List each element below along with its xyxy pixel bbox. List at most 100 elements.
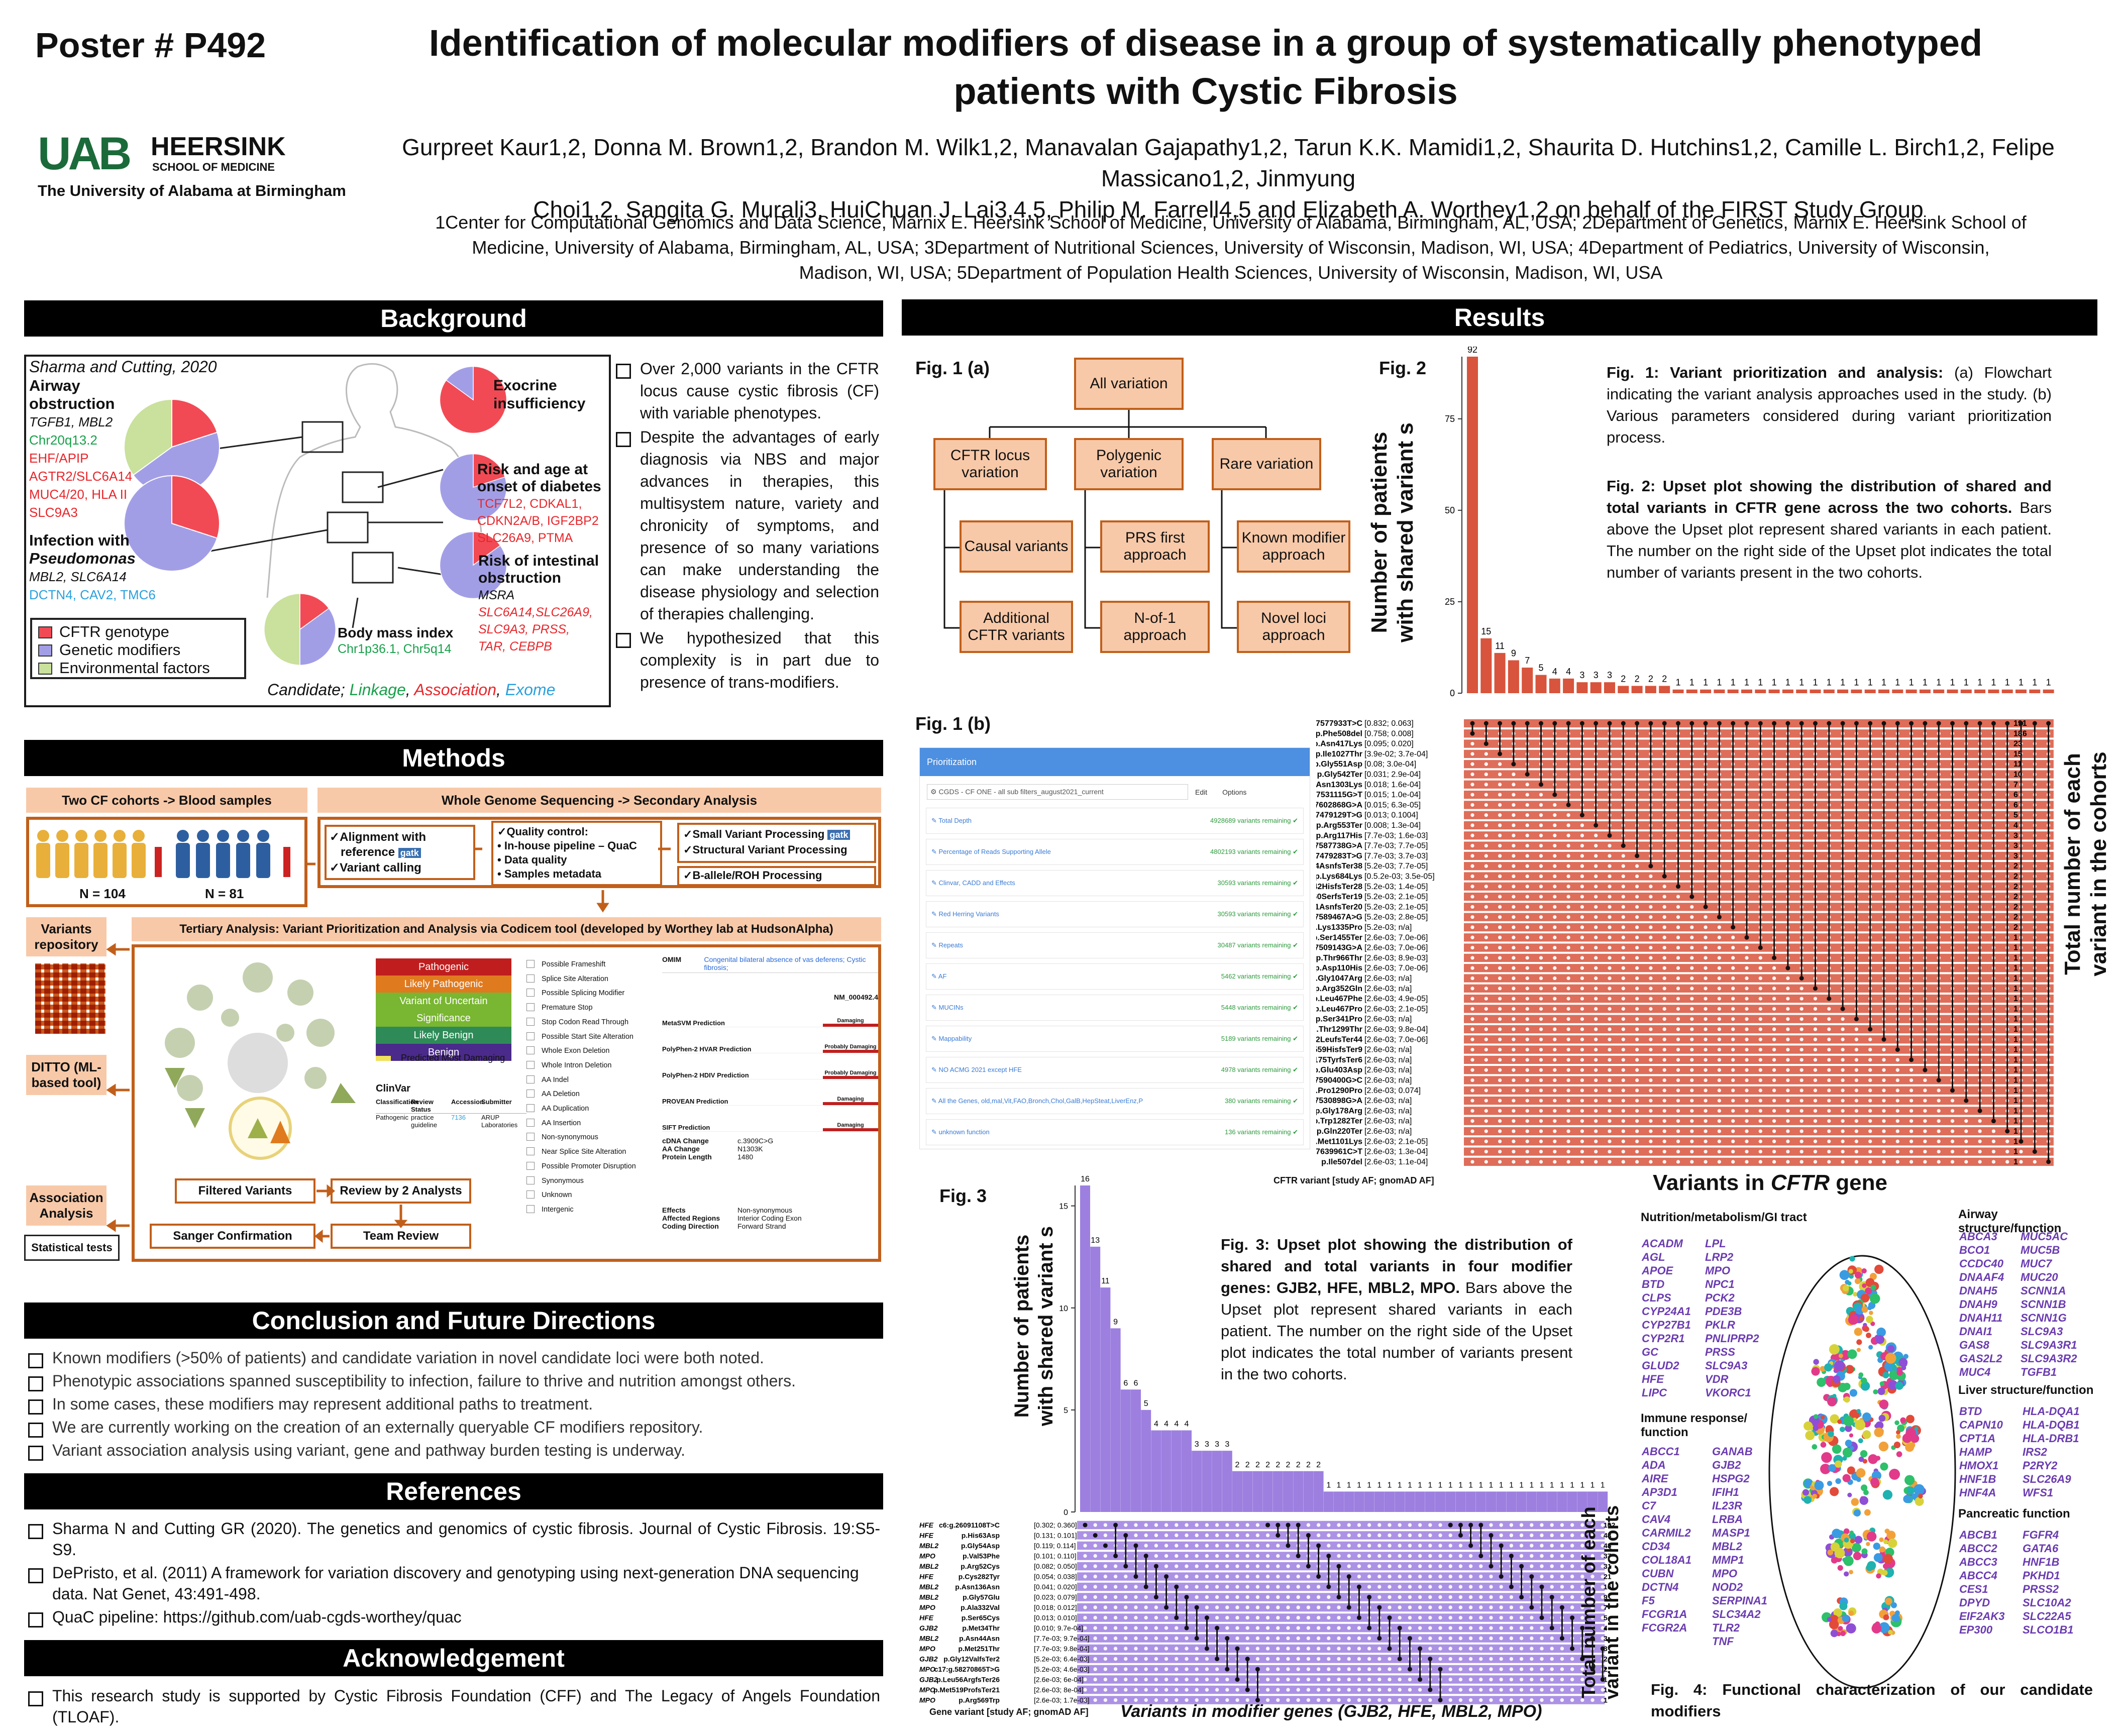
matrix-dot (1566, 987, 1570, 991)
intestinal-gene-4: TAR, CEBPB (478, 639, 552, 654)
variants-repository-qr[interactable] (35, 963, 105, 1034)
bar-label: 3 (1594, 670, 1599, 680)
matrix-dot (1540, 1564, 1544, 1568)
options-button[interactable]: Options (1222, 788, 1247, 796)
row-af: [0.758; 0.008] (1364, 729, 1414, 738)
gene-name: TLR2 (1712, 1621, 1740, 1634)
matrix-dot (1458, 1647, 1463, 1651)
matrix-dot (1704, 935, 1708, 939)
processing-box: ✓Small Variant Processing gatk ✓Structur… (677, 823, 876, 863)
matrix-dot-active (1336, 1564, 1341, 1569)
matrix-dot (1662, 976, 1666, 981)
matrix-dot (1745, 1058, 1749, 1062)
prioritization-row[interactable]: ✎ MUCINs 5448 variants remaining ✔ (926, 995, 1304, 1021)
matrix-dot (1428, 1615, 1432, 1620)
prioritization-row[interactable]: ✎ NO ACMG 2021 except HFE 4978 variants r… (926, 1057, 1304, 1083)
body-dot (1846, 1623, 1856, 1634)
matrix-dot (1690, 976, 1694, 981)
matrix-dot (1499, 1523, 1503, 1527)
matrix-dot (1235, 1698, 1239, 1702)
row-af: [0.832; 0.063] (1364, 719, 1414, 728)
matrix-dot (1509, 1688, 1514, 1692)
matrix-dot (1717, 956, 1722, 960)
matrix-dot (1499, 1677, 1503, 1682)
matrix-dot (1484, 762, 1488, 766)
matrix-dot (1215, 1554, 1219, 1558)
row-total: 1 (2013, 964, 2018, 972)
prioritization-row[interactable]: ✎ All the Genes, old,mal,Vit,FAO,Bronch,… (926, 1088, 1304, 1114)
effect-item: Near Splice Site Alteration (526, 1145, 652, 1159)
matrix-dot (1772, 1129, 1776, 1133)
matrix-dot (1813, 1058, 1818, 1062)
matrix-dot (1662, 1007, 1666, 1011)
prioritization-row[interactable]: ✎ Red Herring Variants 30593 variants rem… (926, 901, 1304, 927)
matrix-dot (1580, 1615, 1584, 1620)
matrix-dot (1470, 1119, 1474, 1123)
cohorts-header: Two CF cohorts -> Blood samples (26, 788, 307, 813)
prioritization-row[interactable]: ✎ Clinvar, CADD and Effects 30593 variant… (926, 870, 1304, 896)
row-label: c7g.117531115G>T (1316, 791, 1362, 799)
matrix-dot (1717, 1089, 1722, 1093)
filter-select[interactable]: ⚙ CGDS - CF ONE - all sub filters_august… (927, 784, 1188, 800)
matrix-dot (1367, 1657, 1371, 1661)
matrix-dot (1566, 1058, 1570, 1062)
fig4-pancreatic-head: Pancreatic function (1958, 1507, 2070, 1521)
bar (1141, 1409, 1151, 1512)
bar-label: 1 (2019, 678, 2024, 688)
matrix-dot (1512, 1149, 1516, 1154)
matrix-dot (1525, 803, 1529, 807)
matrix-dot (1512, 1047, 1516, 1052)
matrix-dot (1813, 1160, 1818, 1164)
matrix-dot (1175, 1688, 1179, 1692)
prioritization-row[interactable]: ✎ Repeats 30487 variants remaining ✔ (926, 932, 1304, 958)
matrix-dot (1470, 1047, 1474, 1052)
prioritization-row[interactable]: ✎ unknown function 136 variants remaining… (926, 1119, 1304, 1145)
edit-button[interactable]: Edit (1195, 788, 1208, 796)
matrix-dot (1882, 1099, 1886, 1103)
matrix-dot (1470, 813, 1474, 817)
matrix-dot (1512, 843, 1516, 848)
prioritization-row[interactable]: ✎ AF 5462 variants remaining ✔ (926, 963, 1304, 990)
matrix-dot (1154, 1688, 1158, 1692)
matrix-dot (1570, 1688, 1574, 1692)
matrix-dot (1195, 1667, 1199, 1671)
matrix-dot (1265, 1626, 1270, 1630)
matrix-dot-active (1113, 1523, 1118, 1528)
bar (1100, 1287, 1111, 1512)
matrix-dot (1539, 945, 1543, 950)
bar (1425, 1491, 1435, 1512)
matrix-dot (1525, 935, 1529, 939)
prediction-row: PROVEAN Prediction Damaging (662, 1079, 878, 1106)
bar-label: 1 (1347, 1481, 1351, 1489)
matrix-dot (1676, 1017, 1680, 1021)
matrix-dot (1245, 1626, 1249, 1630)
matrix-dot (1083, 1667, 1087, 1671)
matrix-dot (1662, 1027, 1666, 1031)
matrix-dot (1964, 1139, 1968, 1143)
matrix-dot-active (1184, 1625, 1189, 1631)
row-total: 15 (2013, 750, 2023, 758)
reference-link[interactable]: QuaC pipeline: https://github.com/uab-cg… (26, 1606, 880, 1627)
airway-title: Airway obstruction (29, 377, 115, 412)
row-af: [2.6e-03; 1.3e-04] (1364, 1148, 1428, 1156)
matrix-dot (1676, 1078, 1680, 1082)
matrix-dot (1484, 1078, 1488, 1082)
row-label: p.Val53Phe (963, 1552, 1000, 1560)
matrix-dot (1566, 854, 1570, 858)
matrix-dot (1428, 1554, 1432, 1558)
matrix-dot (1468, 1677, 1473, 1682)
body-dot (1830, 1630, 1838, 1638)
bar (1905, 689, 1917, 693)
body-dot (1862, 1430, 1871, 1439)
prioritization-row[interactable]: ✎ Mappability 5189 variants remaining ✔ (926, 1026, 1304, 1052)
matrix-dot (2005, 1149, 2009, 1154)
matrix-dot-active (1964, 1098, 1969, 1103)
matrix-dot (1509, 1667, 1514, 1671)
matrix-dot (1525, 956, 1529, 960)
matrix-dot (1621, 1109, 1625, 1113)
body-dot (1882, 1490, 1893, 1500)
prioritization-row[interactable]: ✎ Total Depth 4928689 variants remaining … (926, 808, 1304, 834)
matrix-dot (1357, 1533, 1361, 1538)
prioritization-row[interactable]: ✎ Percentage of Reads Supporting Allele 4… (926, 839, 1304, 865)
effect-item: Synonymous (526, 1174, 652, 1188)
